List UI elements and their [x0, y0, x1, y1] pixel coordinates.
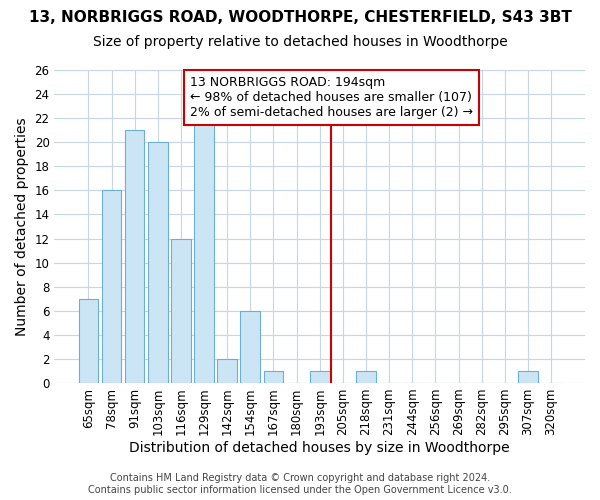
Bar — [125, 130, 145, 383]
Bar — [148, 142, 167, 383]
Bar — [217, 359, 237, 383]
Y-axis label: Number of detached properties: Number of detached properties — [15, 117, 29, 336]
Bar — [310, 371, 329, 383]
Bar — [194, 118, 214, 383]
Text: Contains HM Land Registry data © Crown copyright and database right 2024.
Contai: Contains HM Land Registry data © Crown c… — [88, 474, 512, 495]
Bar — [101, 190, 121, 383]
X-axis label: Distribution of detached houses by size in Woodthorpe: Distribution of detached houses by size … — [130, 441, 510, 455]
Text: 13 NORBRIGGS ROAD: 194sqm
← 98% of detached houses are smaller (107)
2% of semi-: 13 NORBRIGGS ROAD: 194sqm ← 98% of detac… — [190, 76, 473, 119]
Bar — [356, 371, 376, 383]
Bar — [518, 371, 538, 383]
Bar — [263, 371, 283, 383]
Bar — [241, 310, 260, 383]
Bar — [171, 238, 191, 383]
Bar — [79, 298, 98, 383]
Text: 13, NORBRIGGS ROAD, WOODTHORPE, CHESTERFIELD, S43 3BT: 13, NORBRIGGS ROAD, WOODTHORPE, CHESTERF… — [29, 10, 571, 25]
Text: Size of property relative to detached houses in Woodthorpe: Size of property relative to detached ho… — [92, 35, 508, 49]
